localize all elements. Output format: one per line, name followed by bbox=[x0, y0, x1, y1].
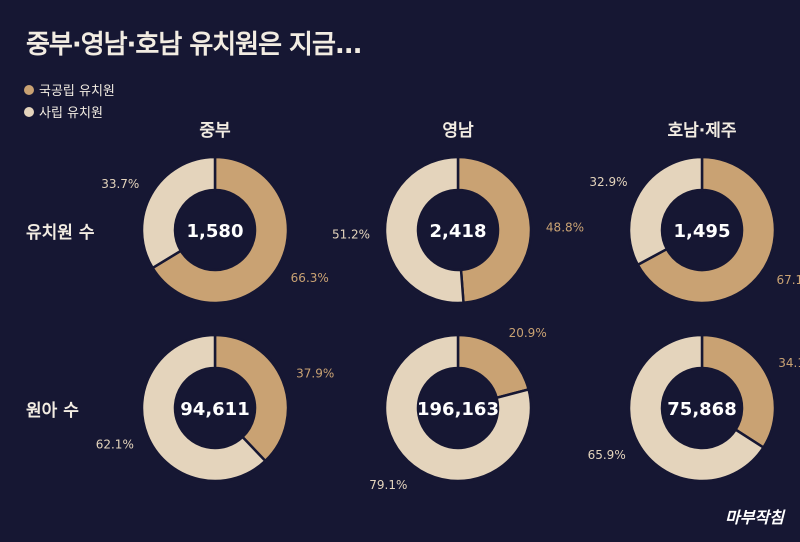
logo: 마부작침 bbox=[725, 508, 784, 527]
private-segment bbox=[627, 155, 704, 267]
private-segment bbox=[627, 333, 766, 483]
donut-center-total: 1,580 bbox=[187, 221, 244, 242]
legend-item-public: 국공립 유치원 bbox=[24, 80, 115, 99]
column-header: 중부 bbox=[199, 121, 231, 141]
public-segment bbox=[150, 155, 290, 305]
private-segment bbox=[140, 333, 268, 483]
public-percent-label: 67.1% bbox=[776, 273, 800, 287]
public-percent-label: 34.1% bbox=[778, 356, 800, 370]
page-title: 중부·영남·호남 유치원은 지금... bbox=[26, 30, 363, 60]
column-header: 호남·제주 bbox=[667, 121, 737, 141]
public-percent-label: 37.9% bbox=[296, 366, 334, 380]
legend-swatch-icon bbox=[24, 106, 34, 117]
donut-center-total: 196,163 bbox=[417, 399, 499, 420]
legend-label: 사립 유치원 bbox=[39, 106, 103, 121]
private-segment bbox=[140, 155, 217, 270]
legend-swatch-icon bbox=[24, 84, 34, 95]
private-percent-label: 79.1% bbox=[369, 478, 407, 492]
public-segment bbox=[700, 333, 777, 450]
public-percent-label: 48.8% bbox=[546, 220, 584, 234]
row-header: 유치원 수 bbox=[26, 223, 95, 243]
private-percent-label: 33.7% bbox=[101, 177, 139, 191]
donut-center-total: 1,495 bbox=[674, 221, 731, 242]
private-percent-label: 51.2% bbox=[332, 228, 370, 242]
private-segment bbox=[383, 155, 465, 305]
public-segment bbox=[456, 333, 531, 400]
private-percent-label: 62.1% bbox=[96, 438, 134, 452]
public-segment bbox=[213, 333, 290, 463]
public-segment bbox=[636, 155, 777, 305]
legend-label: 국공립 유치원 bbox=[39, 84, 115, 99]
private-segment bbox=[383, 333, 533, 483]
column-header: 영남 bbox=[442, 121, 474, 141]
donut-center-total: 2,418 bbox=[430, 221, 487, 242]
public-percent-label: 66.3% bbox=[291, 271, 329, 285]
private-percent-label: 32.9% bbox=[589, 175, 627, 189]
public-segment bbox=[456, 155, 533, 305]
row-header: 원아 수 bbox=[26, 401, 79, 421]
donut-center-total: 75,868 bbox=[667, 399, 736, 420]
legend-item-private: 사립 유치원 bbox=[24, 102, 103, 121]
donut-center-total: 94,611 bbox=[180, 399, 249, 420]
public-percent-label: 20.9% bbox=[509, 326, 547, 340]
private-percent-label: 65.9% bbox=[588, 448, 626, 462]
